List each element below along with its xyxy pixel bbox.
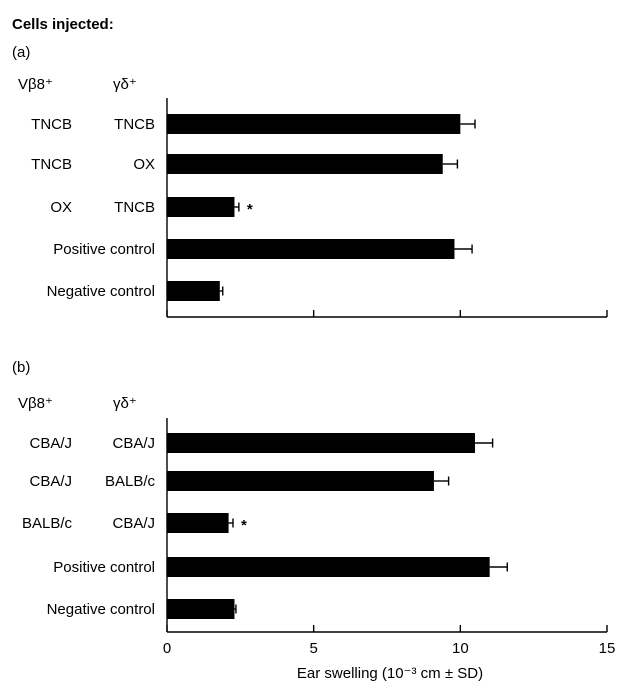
panel-a-row-label: Positive control <box>53 241 155 258</box>
panel-a-row-label: TNCB <box>114 116 155 133</box>
panel-b-row-label: Negative control <box>47 601 155 618</box>
panel-b-row-label: CBA/J <box>112 515 155 532</box>
figure-header: Cells injected: <box>12 16 114 33</box>
panel-a-row-label: OX <box>50 199 72 216</box>
panel-b-x-tick-label: 10 <box>452 640 469 657</box>
panel-a-bar <box>167 197 235 217</box>
panel-b-row-label: Positive control <box>53 559 155 576</box>
panel-a-header-vb8: Vβ8⁺ <box>18 76 53 93</box>
panel-b-x-tick-label: 5 <box>309 640 317 657</box>
panel-b-row-label: CBA/J <box>29 435 72 452</box>
panel-a-significance-mark: * <box>247 201 253 218</box>
panel-a-label: (a) <box>12 44 30 61</box>
panel-b-bar <box>167 433 475 453</box>
panel-b-bar <box>167 513 229 533</box>
panel-a-bar <box>167 114 461 134</box>
panel-b-header-vb8: Vβ8⁺ <box>18 395 53 412</box>
x-axis-label: Ear swelling (10⁻³ cm ± SD) <box>297 665 483 682</box>
panel-a-bar <box>167 281 220 301</box>
panel-b-row-label: BALB/c <box>22 515 73 532</box>
panel-a-row-label: OX <box>133 156 155 173</box>
panel-a: (a) Vβ8⁺ γδ⁺ TNCB TNCB TNCB OX OX TNCB * Positi… <box>12 44 608 318</box>
panel-b-header-gd: γδ⁺ <box>113 395 137 412</box>
panel-a-bar <box>167 239 455 259</box>
panel-b-label: (b) <box>12 359 30 376</box>
panel-b-x-tick-label: 15 <box>599 640 616 657</box>
panel-a-row-label: Negative control <box>47 283 155 300</box>
panel-a-row-label: TNCB <box>31 116 72 133</box>
panel-b-row-label: CBA/J <box>29 473 72 490</box>
panel-b-significance-mark: * <box>241 517 247 534</box>
panel-b-row-label: BALB/c <box>105 473 156 490</box>
panel-b-x-tick-label: 0 <box>163 640 171 657</box>
panel-b-bar <box>167 471 434 491</box>
panel-b: (b) Vβ8⁺ γδ⁺ 0 5 10 15 CBA/J CBA/J CBA/J BALB/c… <box>12 359 615 657</box>
panel-b-row-label: CBA/J <box>112 435 155 452</box>
panel-a-bar <box>167 154 443 174</box>
panel-b-bar <box>167 599 235 619</box>
panel-a-header-gd: γδ⁺ <box>113 76 137 93</box>
panel-a-row-label: TNCB <box>114 199 155 216</box>
panel-a-row-label: TNCB <box>31 156 72 173</box>
panel-b-bar <box>167 557 490 577</box>
